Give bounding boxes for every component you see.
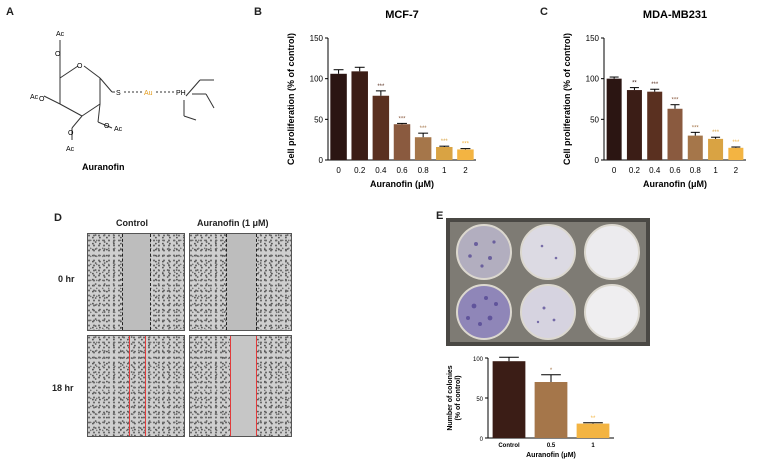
scratch-image-control-0hr — [87, 233, 185, 331]
y-tick-label: 50 — [314, 115, 323, 124]
colony-number-chart: 0 50 100 Control * 0.5 ** 1 Auranofin (μM) Number… — [447, 356, 614, 459]
x-tick-label: 1 — [713, 166, 718, 175]
col-header-auranofin: Auranofin (1 μM) — [197, 218, 269, 228]
panel-label-e: E — [436, 210, 444, 222]
x-tick-label: 0.4 — [649, 166, 661, 175]
oxygen-label: O — [39, 96, 45, 103]
significance-label: ** — [632, 81, 637, 87]
colony-plate-image — [446, 218, 650, 346]
gold-label: Au — [144, 90, 153, 97]
panel-label-a: A — [6, 6, 14, 18]
y-tick-label: 0 — [595, 156, 600, 165]
ring-oxygen-label: O — [77, 63, 83, 70]
bar — [534, 382, 568, 438]
x-tick-label: 0.8 — [690, 166, 702, 175]
y-axis-label: Cell proliferation (% of control) — [562, 33, 572, 165]
col-header-control: Control — [116, 218, 148, 228]
oxygen-label: O — [55, 51, 61, 58]
ac-label: Ac — [66, 146, 75, 153]
significance-label: *** — [377, 84, 385, 90]
bar — [606, 78, 622, 160]
x-axis-label: Auranofin (μM) — [370, 179, 434, 189]
oxygen-label: O — [68, 130, 74, 137]
y-tick-label: 0 — [480, 437, 484, 443]
row-header-18hr: 18 hr — [52, 383, 74, 393]
bar — [372, 95, 390, 160]
scratch-image-control-18hr — [87, 335, 185, 437]
y-tick-label: 50 — [476, 397, 483, 403]
bar — [436, 146, 453, 160]
x-tick-label: 1 — [442, 166, 447, 175]
phosphine-label: PH — [176, 90, 186, 97]
scratch-image-auranofin-18hr — [189, 335, 292, 437]
x-axis-label: Auranofin (μM) — [643, 179, 707, 189]
bar — [351, 71, 368, 160]
bar — [667, 108, 683, 160]
mdamb231-proliferation-chart: MDA-MB231 0 50 100 150 0 ** 0.2 *** 0.4 *** 0.6 *** 0… — [562, 9, 746, 189]
y-tick-label: 100 — [473, 357, 484, 363]
x-tick-label: 0.6 — [396, 166, 408, 175]
scratch-image-auranofin-0hr — [189, 233, 292, 331]
bar — [330, 73, 347, 160]
bar — [687, 135, 703, 160]
significance-label: *** — [651, 82, 659, 88]
y-tick-label: 150 — [310, 34, 324, 43]
x-tick-label: 0.2 — [629, 166, 641, 175]
significance-label: ** — [591, 416, 596, 422]
row-header-0hr: 0 hr — [58, 274, 75, 284]
significance-label: *** — [462, 142, 470, 148]
bar — [708, 138, 724, 160]
bar — [492, 361, 526, 438]
significance-label: *** — [420, 126, 428, 132]
sulfur-label: S — [116, 90, 121, 97]
x-tick-label: 0.2 — [354, 166, 366, 175]
chart-title: MCF-7 — [385, 9, 419, 21]
y-axis-label: (% of control) — [455, 375, 462, 420]
structure-caption: Auranofin — [82, 162, 125, 172]
y-axis-label: Cell proliferation (% of control) — [286, 33, 296, 165]
y-axis-label: Number of colonies — [447, 365, 454, 430]
significance-label: *** — [732, 140, 740, 146]
significance-label: *** — [671, 98, 679, 104]
x-tick-label: 2 — [463, 166, 468, 175]
bar — [647, 91, 663, 160]
oxygen-label: O — [104, 123, 110, 130]
bar — [393, 124, 411, 160]
panel-label-b: B — [254, 6, 262, 18]
ac-label: Ac — [56, 31, 65, 38]
ac-label: Ac — [30, 94, 39, 101]
x-tick-label: 1 — [591, 443, 595, 449]
x-tick-label: 0.5 — [547, 443, 556, 449]
panel-label-c: C — [540, 6, 548, 18]
mcf7-proliferation-chart: MCF-7 0 50 100 150 0 0.2 *** 0.4 *** 0.6 *** 0.8 *** 1… — [286, 9, 476, 189]
significance-label: * — [550, 368, 553, 374]
x-tick-label: Control — [498, 443, 520, 449]
bar — [728, 147, 744, 160]
chart-title: MDA-MB231 — [643, 9, 707, 21]
x-tick-label: 0.4 — [375, 166, 387, 175]
x-tick-label: 0.8 — [418, 166, 430, 175]
auranofin-structure: Ac Ac Ac Ac O O O O O S Au PH Auranofin — [30, 31, 215, 172]
ac-label: Ac — [114, 126, 123, 133]
significance-label: *** — [441, 139, 449, 145]
significance-label: *** — [712, 130, 720, 136]
y-tick-label: 100 — [310, 75, 324, 84]
significance-label: *** — [692, 125, 700, 131]
bar — [457, 149, 474, 160]
y-tick-label: 150 — [586, 34, 600, 43]
panel-label-d: D — [54, 212, 62, 224]
x-axis-label: Auranofin (μM) — [526, 452, 576, 459]
bar — [576, 423, 610, 438]
y-tick-label: 100 — [586, 75, 600, 84]
x-tick-label: 0.6 — [669, 166, 681, 175]
significance-label: *** — [398, 116, 406, 122]
x-tick-label: 0 — [612, 166, 617, 175]
x-tick-label: 0 — [336, 166, 341, 175]
bar — [626, 90, 642, 160]
y-tick-label: 50 — [590, 115, 599, 124]
bar — [414, 137, 432, 160]
y-tick-label: 0 — [319, 156, 324, 165]
x-tick-label: 2 — [734, 166, 739, 175]
